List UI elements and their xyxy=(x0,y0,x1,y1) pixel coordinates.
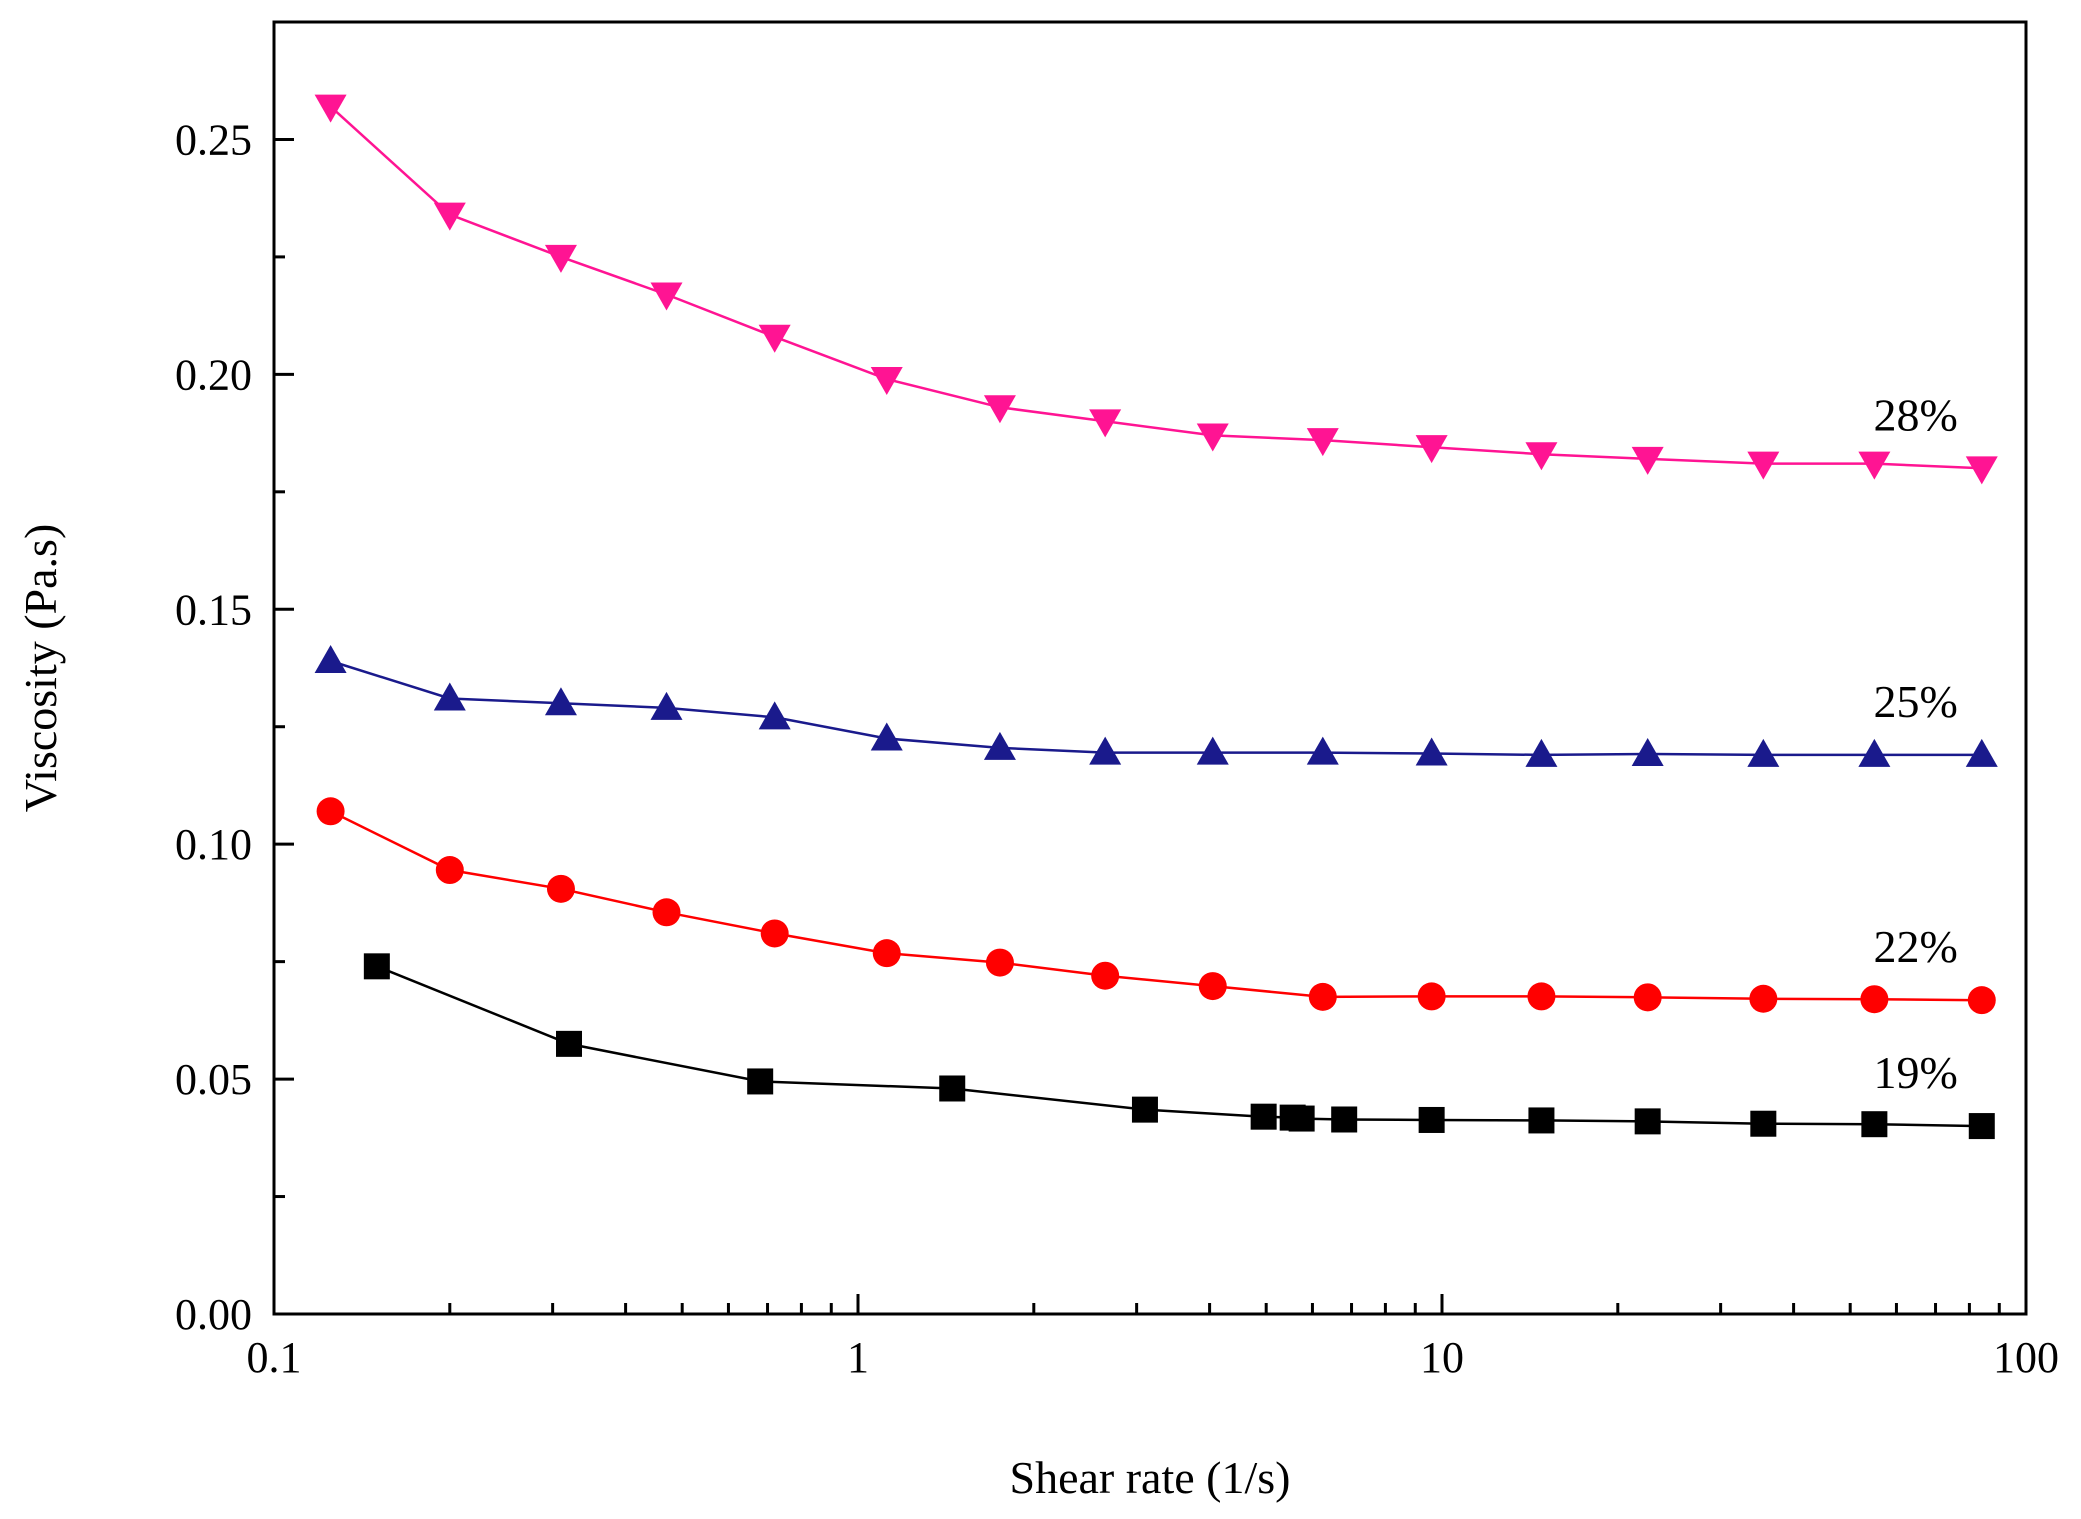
y-tick-label: 0.20 xyxy=(175,350,252,399)
data-point xyxy=(1860,985,1889,1014)
data-point xyxy=(1747,451,1780,480)
y-tick-label: 0.25 xyxy=(175,115,252,164)
data-point xyxy=(870,722,903,751)
x-axis-title: Shear rate (1/s) xyxy=(1010,1452,1291,1503)
data-point xyxy=(544,687,577,716)
data-point xyxy=(1288,1105,1315,1132)
x-tick-label: 1 xyxy=(847,1333,869,1382)
data-point xyxy=(435,856,464,885)
data-point xyxy=(1861,1111,1888,1138)
data-point xyxy=(872,939,901,968)
data-point xyxy=(1965,738,1998,767)
data-point xyxy=(983,395,1016,424)
data-point xyxy=(1965,456,1998,485)
data-point xyxy=(1308,982,1337,1011)
data-point xyxy=(652,898,681,927)
series-label: 25% xyxy=(1873,676,1957,727)
data-point xyxy=(1633,983,1662,1012)
y-tick-label: 0.15 xyxy=(175,585,252,634)
data-point xyxy=(1196,423,1229,452)
series-line xyxy=(376,965,1982,1128)
data-point xyxy=(433,682,466,711)
y-tick-label: 0.10 xyxy=(175,820,252,869)
data-point xyxy=(1750,1110,1777,1137)
plot-frame xyxy=(272,20,2028,1316)
data-point xyxy=(985,948,1014,977)
data-point xyxy=(546,874,575,903)
data-point xyxy=(1858,738,1891,767)
plot-area xyxy=(272,20,2028,1316)
series-label: 28% xyxy=(1873,389,1957,440)
data-point xyxy=(1634,1108,1661,1135)
data-point xyxy=(650,691,683,720)
data-point xyxy=(316,797,345,826)
data-point xyxy=(1527,982,1556,1011)
data-point xyxy=(314,94,347,123)
data-point xyxy=(1089,736,1122,765)
data-point xyxy=(1250,1103,1277,1130)
x-tick-label: 0.1 xyxy=(247,1333,302,1382)
data-point xyxy=(1858,451,1891,480)
data-point xyxy=(1968,1113,1995,1140)
data-point xyxy=(870,367,903,396)
x-tick-label: 10 xyxy=(1420,1333,1464,1382)
data-point xyxy=(1528,1107,1555,1134)
series-line xyxy=(329,105,1982,470)
series-28%: 28% xyxy=(314,94,1998,485)
data-point xyxy=(758,324,791,353)
data-point xyxy=(1415,435,1448,464)
data-point xyxy=(1091,961,1120,990)
data-point xyxy=(1631,737,1664,766)
y-axis-title: Viscosity (Pa.s) xyxy=(15,524,66,813)
data-point xyxy=(1306,736,1339,765)
data-point xyxy=(758,701,791,730)
data-point xyxy=(1089,409,1122,438)
data-point xyxy=(747,1068,774,1095)
data-point xyxy=(314,644,347,673)
x-tick-label: 100 xyxy=(1993,1333,2059,1382)
data-point xyxy=(1967,986,1996,1015)
data-point xyxy=(760,919,789,948)
series-22%: 22% xyxy=(316,797,1996,1015)
axes-layer: 0.00 0.05 0.10 0.15 0.20 0.25 0.1 1 10 100 xyxy=(175,20,2059,1382)
data-point xyxy=(556,1030,583,1057)
data-point xyxy=(1747,738,1780,767)
data-point xyxy=(1331,1106,1358,1133)
data-point xyxy=(983,731,1016,760)
data-point xyxy=(1196,736,1229,765)
data-point xyxy=(1131,1096,1158,1123)
series-label: 19% xyxy=(1873,1047,1957,1098)
data-point xyxy=(1417,982,1446,1011)
data-point xyxy=(433,202,466,231)
data-point xyxy=(1198,972,1227,1001)
data-point xyxy=(1415,737,1448,766)
data-point xyxy=(650,282,683,311)
series-line xyxy=(330,659,1982,757)
series-25%: 25% xyxy=(314,644,1998,767)
series-label: 22% xyxy=(1873,921,1957,972)
data-point xyxy=(1525,738,1558,767)
data-point xyxy=(1306,428,1339,457)
data-point xyxy=(1749,984,1778,1013)
data-point xyxy=(544,244,577,273)
data-point xyxy=(939,1075,966,1102)
data-point xyxy=(1525,442,1558,471)
series-19%: 19% xyxy=(363,953,1995,1140)
y-tick-label: 0.05 xyxy=(175,1055,252,1104)
data-point xyxy=(1631,446,1664,475)
series-layer: 19% 22% 25% 28% xyxy=(314,94,1998,1140)
data-point xyxy=(1418,1106,1445,1133)
series-line xyxy=(330,810,1982,1002)
y-tick-label: 0.00 xyxy=(175,1290,252,1339)
data-point xyxy=(363,953,390,980)
